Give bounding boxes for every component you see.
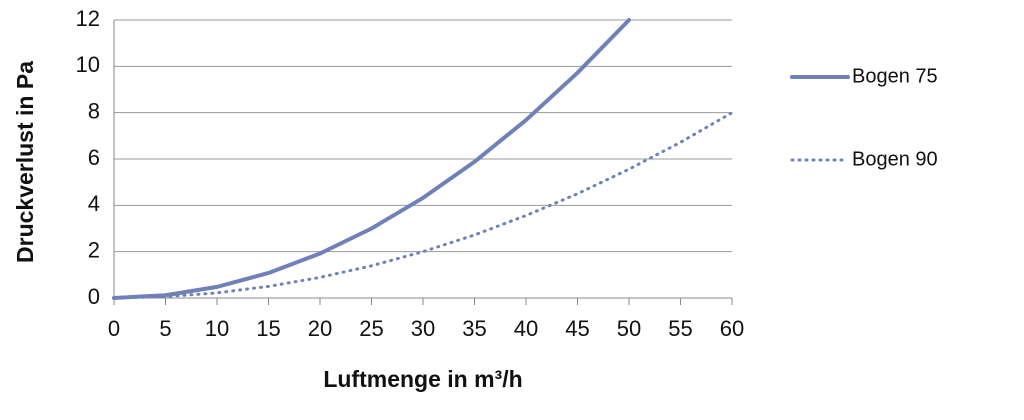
y-tick-label: 8 bbox=[88, 98, 100, 123]
y-tick-label: 2 bbox=[88, 237, 100, 262]
x-tick-label: 0 bbox=[108, 316, 120, 341]
x-tick-label: 35 bbox=[462, 316, 486, 341]
x-tick-label: 5 bbox=[159, 316, 171, 341]
series-line bbox=[112, 111, 734, 300]
series-line bbox=[112, 18, 631, 300]
x-tick-label: 20 bbox=[308, 316, 332, 341]
x-tick-label: 10 bbox=[205, 316, 229, 341]
x-tick-label: 15 bbox=[256, 316, 280, 341]
y-tick-label: 12 bbox=[76, 6, 100, 31]
y-axis-title: Druckverlust in Pa bbox=[12, 61, 38, 263]
x-tick-label: 25 bbox=[359, 316, 383, 341]
x-tick-label: 55 bbox=[668, 316, 692, 341]
x-tick-label: 45 bbox=[565, 316, 589, 341]
x-tick-label: 50 bbox=[617, 316, 641, 341]
y-tick-label: 10 bbox=[76, 52, 100, 77]
y-tick-label: 0 bbox=[88, 284, 100, 309]
y-tick-label: 4 bbox=[88, 191, 100, 216]
y-tick-label: 6 bbox=[88, 145, 100, 170]
x-tick-label: 40 bbox=[514, 316, 538, 341]
legend-label: Bogen 75 bbox=[852, 65, 938, 87]
x-tick-label: 60 bbox=[720, 316, 744, 341]
x-axis-title: Luftmenge in m³/h bbox=[323, 366, 522, 392]
x-tick-label: 30 bbox=[411, 316, 435, 341]
legend-label: Bogen 90 bbox=[852, 148, 938, 170]
